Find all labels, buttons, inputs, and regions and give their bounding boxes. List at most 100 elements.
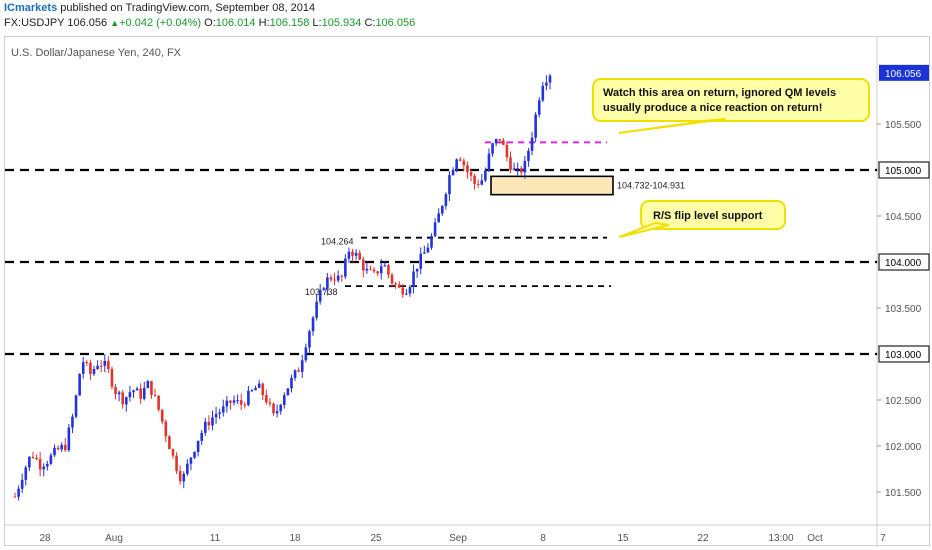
price-tick-label: 104.000 — [885, 258, 922, 269]
candle-body — [405, 293, 408, 295]
candle-body — [383, 265, 387, 267]
candle-body — [71, 416, 74, 428]
candle-body — [74, 395, 78, 417]
candle-body — [505, 144, 509, 158]
zone-label: 104.732-104.931 — [617, 180, 685, 190]
last-price-label: 106.056 — [885, 69, 922, 80]
candle-body — [164, 421, 168, 437]
price-tick-label: 105.500 — [885, 120, 922, 131]
candle-body — [60, 444, 63, 450]
time-tick-label: Oct — [807, 533, 823, 544]
qm-callout-line1: Watch this area on return, ignored QM le… — [603, 87, 836, 99]
publish-text: published on TradingView.com, September … — [57, 2, 316, 14]
candle-body — [247, 390, 250, 406]
candle-body — [473, 175, 476, 184]
candle-body — [372, 269, 376, 272]
candle-body — [376, 271, 379, 274]
candle-body — [125, 397, 128, 405]
price-tick-label: 103.000 — [885, 350, 922, 361]
time-tick-label: Sep — [449, 533, 467, 544]
brand-name[interactable]: ICmarkets — [4, 2, 58, 14]
candle-body — [293, 370, 297, 378]
time-tick-label: 7 — [880, 533, 886, 544]
candle-body — [63, 444, 67, 451]
candle-body — [229, 400, 232, 403]
candle-body — [103, 360, 107, 366]
candle-body — [491, 143, 494, 154]
candle-body — [484, 170, 487, 181]
qm-callout-line2: usually produce a nice reaction on retur… — [603, 102, 822, 114]
candle-body — [135, 388, 139, 391]
candle-body — [35, 457, 38, 460]
candle-body — [333, 279, 336, 281]
chart-canvas[interactable]: U.S. Dollar/Japanese Yen, 240, FX 105.500… — [5, 37, 931, 547]
candle-body — [502, 140, 505, 145]
candle-body — [379, 266, 383, 274]
candle-body — [204, 421, 207, 433]
candle-body — [494, 139, 498, 144]
candle-body — [232, 400, 236, 403]
time-tick-label: 15 — [617, 533, 629, 544]
candle-body — [196, 440, 200, 453]
candle-body — [437, 213, 440, 223]
rs-callout-text: R/S flip level support — [653, 210, 763, 222]
candle-body — [340, 275, 344, 277]
candle-body — [534, 114, 537, 138]
candle-body — [451, 169, 455, 176]
qm-callout-box[interactable] — [592, 78, 870, 122]
candle-body — [458, 159, 462, 161]
time-tick-label: 28 — [39, 533, 51, 544]
candle-body — [107, 360, 110, 369]
candle-body — [132, 390, 135, 393]
rs-callout-box[interactable] — [640, 200, 786, 230]
candle-body — [469, 172, 473, 176]
time-tick-label: 8 — [540, 533, 546, 544]
minor-level-label: 104.264 — [321, 237, 354, 247]
price-tick-label: 102.000 — [885, 442, 922, 453]
candle-body — [265, 395, 268, 403]
candle-body — [221, 406, 225, 413]
candle-body — [171, 449, 175, 456]
high-value: 106.158 — [269, 17, 310, 29]
candle-body — [286, 388, 290, 396]
rs-callout-pointer — [618, 221, 670, 238]
candle-body — [541, 85, 545, 101]
candle-body — [67, 427, 71, 451]
candle-body — [207, 421, 211, 426]
last-price: 106.056 — [67, 17, 108, 29]
candle-body — [153, 394, 157, 396]
candle-body — [275, 411, 279, 414]
candle-body — [160, 409, 164, 422]
candle-body — [236, 400, 239, 402]
candle-body — [243, 404, 247, 406]
candle-body — [117, 392, 121, 395]
candle-body — [419, 253, 423, 269]
candle-body — [318, 289, 322, 302]
candle-body — [369, 268, 372, 270]
candle-body — [89, 362, 92, 375]
candle-body — [527, 150, 530, 161]
level-price-box — [878, 161, 930, 179]
candle-body — [157, 395, 160, 410]
candle-body — [415, 268, 419, 272]
candle-body — [358, 252, 361, 260]
candle-body — [530, 137, 534, 151]
time-tick-label: 22 — [697, 533, 709, 544]
candle-body — [28, 456, 31, 468]
candle-body — [408, 287, 412, 294]
candle-body — [211, 417, 214, 426]
candle-body — [142, 388, 146, 399]
demand-zone[interactable] — [490, 175, 614, 196]
candle-body — [186, 463, 189, 474]
candle-body — [523, 160, 527, 173]
open-label: O: — [204, 17, 216, 29]
candle-body — [462, 160, 466, 166]
time-tick-label: 11 — [210, 533, 221, 544]
candle-body — [361, 259, 365, 271]
chart-title: U.S. Dollar/Japanese Yen, 240, FX — [11, 47, 182, 59]
chart-area[interactable]: U.S. Dollar/Japanese Yen, 240, FX 105.500… — [4, 36, 931, 547]
open-value: 106.014 — [215, 17, 256, 29]
candle-body — [322, 288, 326, 290]
candle-body — [466, 165, 469, 173]
candle-body — [308, 331, 311, 348]
